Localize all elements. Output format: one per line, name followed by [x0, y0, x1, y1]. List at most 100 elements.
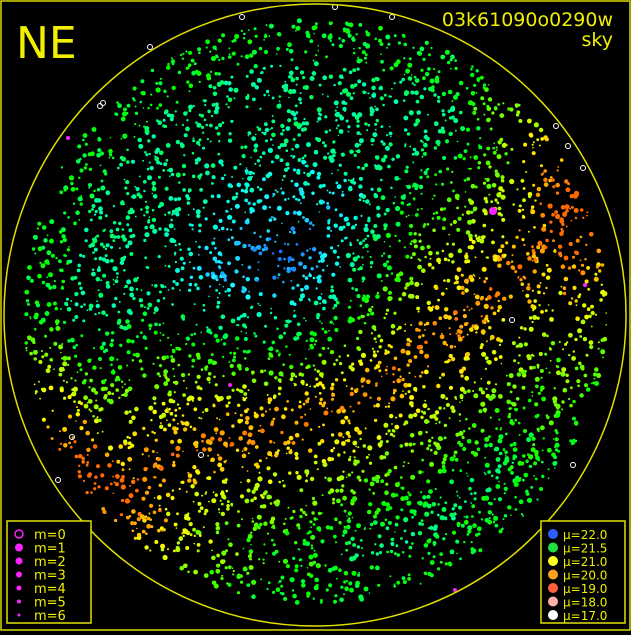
star: [217, 462, 223, 468]
star: [192, 104, 195, 108]
star: [404, 442, 409, 447]
star: [253, 413, 259, 419]
star: [187, 478, 192, 483]
star: [356, 124, 360, 128]
star: [373, 404, 376, 408]
star: [83, 395, 88, 401]
star: [242, 312, 247, 318]
star: [193, 569, 199, 575]
star: [132, 431, 138, 437]
star: [454, 129, 457, 132]
star: [500, 362, 503, 365]
star: [486, 256, 489, 259]
star: [398, 239, 401, 243]
star: [308, 36, 311, 39]
star: [333, 599, 337, 604]
star: [309, 476, 315, 482]
star: [565, 225, 568, 228]
star: [119, 477, 125, 483]
star: [516, 372, 522, 377]
star: [303, 171, 306, 174]
star: [499, 212, 502, 215]
star: [246, 583, 251, 587]
star: [396, 553, 401, 557]
star: [584, 314, 589, 320]
star: [151, 450, 155, 453]
star: [264, 122, 268, 127]
star: [335, 300, 340, 305]
star: [443, 279, 446, 282]
star: [44, 334, 48, 338]
star: [352, 410, 355, 413]
star: [430, 448, 433, 452]
star: [320, 599, 323, 602]
star: [506, 374, 508, 377]
star: [459, 442, 464, 447]
star: [509, 443, 513, 447]
star: [151, 208, 155, 212]
star: [427, 365, 430, 368]
star: [406, 363, 410, 367]
star: [77, 263, 81, 268]
star: [319, 397, 323, 402]
star: [527, 230, 530, 233]
star: [318, 353, 322, 357]
star: [421, 557, 424, 560]
star: [230, 228, 233, 231]
star: [257, 476, 263, 482]
star: [496, 154, 502, 160]
star: [299, 92, 302, 95]
star: [484, 200, 489, 204]
star: [565, 187, 571, 193]
star: [372, 353, 378, 358]
star: [503, 142, 507, 147]
star: [198, 113, 202, 117]
star: [171, 85, 176, 91]
star: [80, 195, 83, 197]
star: [413, 512, 417, 516]
star: [537, 391, 541, 395]
star: [463, 308, 466, 312]
star: [311, 496, 315, 501]
star: [63, 211, 67, 215]
star: [586, 266, 590, 270]
star: [163, 162, 168, 167]
star: [272, 195, 274, 198]
star: [424, 353, 430, 359]
star: [495, 476, 499, 480]
star: [285, 126, 291, 131]
star: [423, 170, 428, 175]
star: [349, 149, 354, 155]
star: [505, 241, 509, 245]
star: [156, 106, 159, 110]
star: [175, 527, 178, 529]
star: [400, 496, 406, 502]
star: [300, 287, 304, 292]
bright-star: [389, 14, 395, 20]
star: [539, 248, 546, 254]
star: [126, 148, 129, 152]
star: [602, 356, 604, 359]
star: [195, 323, 198, 326]
star: [567, 266, 572, 270]
star: [361, 547, 364, 550]
star: [532, 315, 538, 320]
star: [441, 464, 446, 469]
star: [453, 450, 458, 455]
star: [560, 205, 566, 210]
star: [91, 438, 95, 442]
star: [130, 521, 135, 526]
star: [204, 99, 207, 102]
star: [304, 50, 308, 54]
star: [565, 209, 569, 213]
star: [383, 316, 387, 320]
star: [338, 521, 342, 525]
star: [123, 439, 128, 444]
star: [322, 306, 326, 311]
star: [338, 568, 342, 572]
star: [292, 556, 296, 561]
star: [320, 322, 323, 325]
star: [318, 401, 323, 405]
star: [96, 267, 101, 273]
star: [589, 231, 594, 237]
